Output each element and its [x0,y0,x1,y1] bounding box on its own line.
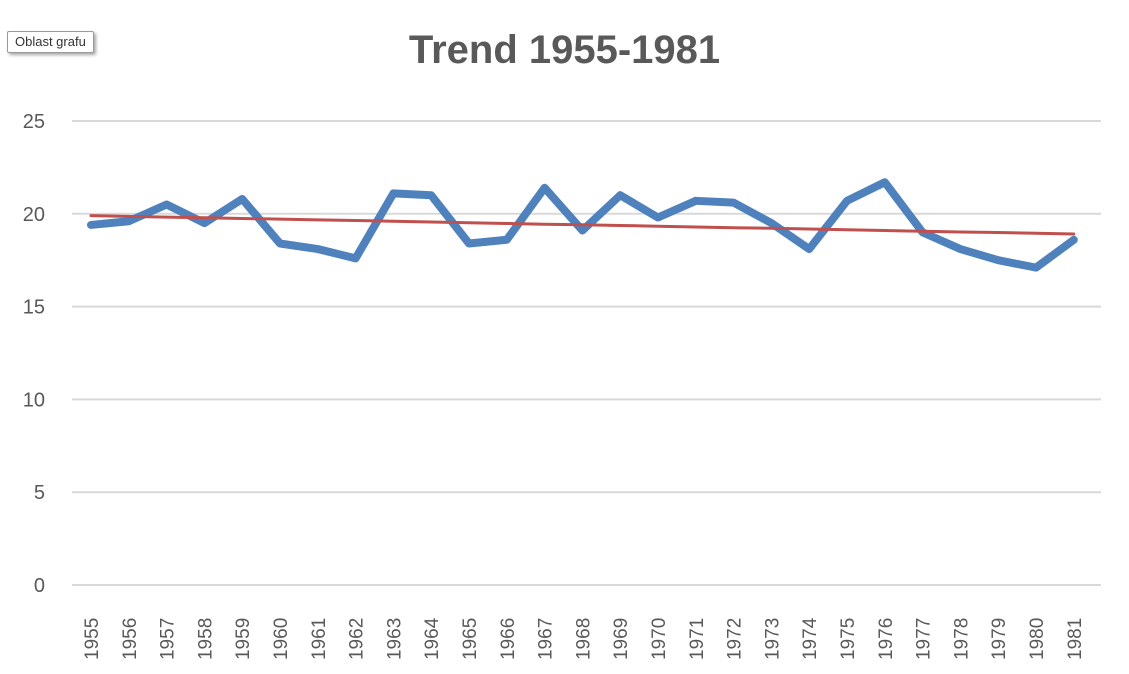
x-tick-label: 1977 [914,618,935,660]
x-tick-label: 1975 [838,618,859,660]
x-tick-label: 1968 [573,618,594,660]
x-tick-label: 1970 [649,618,670,660]
x-tick-label: 1974 [800,617,821,660]
x-tick-label: 1957 [158,618,179,660]
x-tick-label: 1959 [233,618,254,660]
x-tick-label: 1965 [460,618,481,660]
x-tick-label: 1963 [384,618,405,660]
chart-area-tooltip: Oblast grafu [7,31,94,53]
x-tick-label: 1969 [611,618,632,660]
x-tick-label: 1972 [725,618,746,660]
y-tick-label: 25 [23,111,45,133]
x-tick-label: 1966 [498,618,519,660]
x-tick-label: 1981 [1065,618,1086,660]
x-tick-label: 1961 [309,618,330,660]
x-tick-label: 1971 [687,618,708,660]
x-tick-label: 1978 [951,618,972,660]
x-tick-label: 1964 [422,617,443,660]
y-tick-label: 15 [23,297,45,319]
y-tick-label: 20 [23,204,45,226]
x-tick-label: 1960 [271,618,292,660]
x-tick-label: 1962 [347,618,368,660]
y-tick-label: 5 [34,482,45,504]
x-tick-label: 1980 [1027,618,1048,660]
x-tick-label: 1956 [120,618,141,660]
chart-title: Trend 1955-1981 [408,28,721,72]
x-tick-label: 1958 [195,618,216,660]
x-tick-label: 1973 [762,618,783,660]
y-tick-label: 0 [34,575,45,597]
y-tick-label: 10 [23,389,45,411]
x-tick-label: 1967 [536,618,557,660]
x-tick-label: 1976 [876,618,897,660]
x-tick-label: 1955 [82,618,103,660]
trend-line [89,214,1076,236]
x-tick-label: 1979 [989,618,1010,660]
